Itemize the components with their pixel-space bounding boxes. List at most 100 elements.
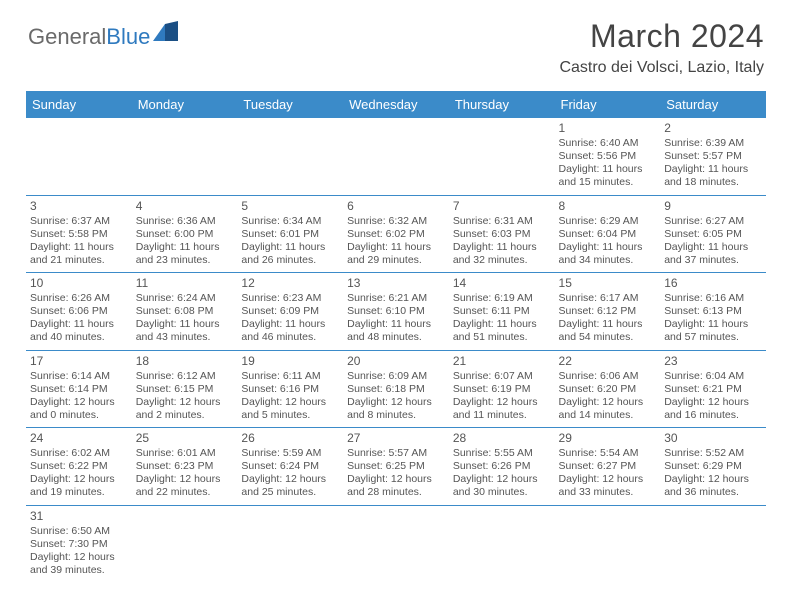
calendar-cell xyxy=(555,505,661,582)
calendar-cell xyxy=(343,505,449,582)
day-info: Sunrise: 6:31 AMSunset: 6:03 PMDaylight:… xyxy=(453,215,551,268)
calendar-cell: 17Sunrise: 6:14 AMSunset: 6:14 PMDayligh… xyxy=(26,350,132,428)
logo-mark-icon xyxy=(153,21,179,46)
calendar-cell: 12Sunrise: 6:23 AMSunset: 6:09 PMDayligh… xyxy=(237,273,343,351)
calendar-cell xyxy=(132,118,238,195)
day-number: 25 xyxy=(136,431,234,446)
calendar-cell xyxy=(237,118,343,195)
calendar-cell: 8Sunrise: 6:29 AMSunset: 6:04 PMDaylight… xyxy=(555,195,661,273)
day-number: 16 xyxy=(664,276,762,291)
calendar-cell: 23Sunrise: 6:04 AMSunset: 6:21 PMDayligh… xyxy=(660,350,766,428)
day-info: Sunrise: 5:54 AMSunset: 6:27 PMDaylight:… xyxy=(559,447,657,500)
day-number: 30 xyxy=(664,431,762,446)
day-number: 18 xyxy=(136,354,234,369)
day-number: 23 xyxy=(664,354,762,369)
day-number: 8 xyxy=(559,199,657,214)
day-info: Sunrise: 6:04 AMSunset: 6:21 PMDaylight:… xyxy=(664,370,762,423)
day-info: Sunrise: 5:52 AMSunset: 6:29 PMDaylight:… xyxy=(664,447,762,500)
day-info: Sunrise: 6:16 AMSunset: 6:13 PMDaylight:… xyxy=(664,292,762,345)
day-info: Sunrise: 6:26 AMSunset: 6:06 PMDaylight:… xyxy=(30,292,128,345)
day-number: 29 xyxy=(559,431,657,446)
weekday-header: Saturday xyxy=(660,91,766,118)
day-info: Sunrise: 6:06 AMSunset: 6:20 PMDaylight:… xyxy=(559,370,657,423)
calendar-cell: 29Sunrise: 5:54 AMSunset: 6:27 PMDayligh… xyxy=(555,428,661,506)
day-info: Sunrise: 6:23 AMSunset: 6:09 PMDaylight:… xyxy=(241,292,339,345)
day-number: 13 xyxy=(347,276,445,291)
location: Castro dei Volsci, Lazio, Italy xyxy=(559,59,764,77)
day-number: 11 xyxy=(136,276,234,291)
day-number: 9 xyxy=(664,199,762,214)
weekday-header: Friday xyxy=(555,91,661,118)
day-number: 27 xyxy=(347,431,445,446)
day-number: 15 xyxy=(559,276,657,291)
weekday-header: Wednesday xyxy=(343,91,449,118)
calendar-cell: 6Sunrise: 6:32 AMSunset: 6:02 PMDaylight… xyxy=(343,195,449,273)
day-info: Sunrise: 6:09 AMSunset: 6:18 PMDaylight:… xyxy=(347,370,445,423)
calendar-cell xyxy=(449,505,555,582)
calendar-cell: 20Sunrise: 6:09 AMSunset: 6:18 PMDayligh… xyxy=(343,350,449,428)
weekday-header: Monday xyxy=(132,91,238,118)
day-info: Sunrise: 6:11 AMSunset: 6:16 PMDaylight:… xyxy=(241,370,339,423)
day-number: 6 xyxy=(347,199,445,214)
day-info: Sunrise: 6:19 AMSunset: 6:11 PMDaylight:… xyxy=(453,292,551,345)
day-number: 24 xyxy=(30,431,128,446)
calendar-cell: 7Sunrise: 6:31 AMSunset: 6:03 PMDaylight… xyxy=(449,195,555,273)
day-info: Sunrise: 6:24 AMSunset: 6:08 PMDaylight:… xyxy=(136,292,234,345)
day-number: 26 xyxy=(241,431,339,446)
calendar-cell: 14Sunrise: 6:19 AMSunset: 6:11 PMDayligh… xyxy=(449,273,555,351)
calendar-cell: 15Sunrise: 6:17 AMSunset: 6:12 PMDayligh… xyxy=(555,273,661,351)
day-info: Sunrise: 6:50 AMSunset: 7:30 PMDaylight:… xyxy=(30,525,128,578)
calendar-header-row: SundayMondayTuesdayWednesdayThursdayFrid… xyxy=(26,91,766,118)
day-info: Sunrise: 6:21 AMSunset: 6:10 PMDaylight:… xyxy=(347,292,445,345)
calendar-cell xyxy=(660,505,766,582)
calendar-cell: 16Sunrise: 6:16 AMSunset: 6:13 PMDayligh… xyxy=(660,273,766,351)
day-info: Sunrise: 6:12 AMSunset: 6:15 PMDaylight:… xyxy=(136,370,234,423)
calendar-cell: 28Sunrise: 5:55 AMSunset: 6:26 PMDayligh… xyxy=(449,428,555,506)
day-info: Sunrise: 6:39 AMSunset: 5:57 PMDaylight:… xyxy=(664,137,762,190)
calendar-cell: 10Sunrise: 6:26 AMSunset: 6:06 PMDayligh… xyxy=(26,273,132,351)
day-info: Sunrise: 5:55 AMSunset: 6:26 PMDaylight:… xyxy=(453,447,551,500)
day-number: 17 xyxy=(30,354,128,369)
day-info: Sunrise: 6:02 AMSunset: 6:22 PMDaylight:… xyxy=(30,447,128,500)
calendar-cell: 18Sunrise: 6:12 AMSunset: 6:15 PMDayligh… xyxy=(132,350,238,428)
calendar-cell: 11Sunrise: 6:24 AMSunset: 6:08 PMDayligh… xyxy=(132,273,238,351)
calendar-body: 1Sunrise: 6:40 AMSunset: 5:56 PMDaylight… xyxy=(26,118,766,582)
day-number: 5 xyxy=(241,199,339,214)
day-number: 2 xyxy=(664,121,762,136)
calendar-cell xyxy=(343,118,449,195)
weekday-header: Thursday xyxy=(449,91,555,118)
logo-part1: General xyxy=(28,24,106,49)
day-info: Sunrise: 6:40 AMSunset: 5:56 PMDaylight:… xyxy=(559,137,657,190)
calendar-cell: 30Sunrise: 5:52 AMSunset: 6:29 PMDayligh… xyxy=(660,428,766,506)
logo: GeneralBlue xyxy=(28,24,179,50)
calendar-cell xyxy=(26,118,132,195)
calendar-cell xyxy=(237,505,343,582)
day-info: Sunrise: 6:36 AMSunset: 6:00 PMDaylight:… xyxy=(136,215,234,268)
calendar-cell: 4Sunrise: 6:36 AMSunset: 6:00 PMDaylight… xyxy=(132,195,238,273)
calendar-cell: 21Sunrise: 6:07 AMSunset: 6:19 PMDayligh… xyxy=(449,350,555,428)
calendar-cell: 3Sunrise: 6:37 AMSunset: 5:58 PMDaylight… xyxy=(26,195,132,273)
day-info: Sunrise: 6:37 AMSunset: 5:58 PMDaylight:… xyxy=(30,215,128,268)
day-number: 1 xyxy=(559,121,657,136)
day-info: Sunrise: 5:59 AMSunset: 6:24 PMDaylight:… xyxy=(241,447,339,500)
month-title: March 2024 xyxy=(559,18,764,55)
day-number: 31 xyxy=(30,509,128,524)
day-info: Sunrise: 6:17 AMSunset: 6:12 PMDaylight:… xyxy=(559,292,657,345)
day-number: 12 xyxy=(241,276,339,291)
logo-text: GeneralBlue xyxy=(28,24,150,50)
weekday-header: Tuesday xyxy=(237,91,343,118)
day-info: Sunrise: 6:32 AMSunset: 6:02 PMDaylight:… xyxy=(347,215,445,268)
calendar-cell: 25Sunrise: 6:01 AMSunset: 6:23 PMDayligh… xyxy=(132,428,238,506)
calendar-table: SundayMondayTuesdayWednesdayThursdayFrid… xyxy=(26,91,766,582)
calendar-cell: 19Sunrise: 6:11 AMSunset: 6:16 PMDayligh… xyxy=(237,350,343,428)
day-number: 20 xyxy=(347,354,445,369)
day-number: 28 xyxy=(453,431,551,446)
day-info: Sunrise: 6:14 AMSunset: 6:14 PMDaylight:… xyxy=(30,370,128,423)
logo-part2: Blue xyxy=(106,24,150,49)
day-number: 14 xyxy=(453,276,551,291)
calendar-cell: 27Sunrise: 5:57 AMSunset: 6:25 PMDayligh… xyxy=(343,428,449,506)
day-number: 7 xyxy=(453,199,551,214)
calendar-cell: 2Sunrise: 6:39 AMSunset: 5:57 PMDaylight… xyxy=(660,118,766,195)
day-info: Sunrise: 6:01 AMSunset: 6:23 PMDaylight:… xyxy=(136,447,234,500)
calendar-cell: 5Sunrise: 6:34 AMSunset: 6:01 PMDaylight… xyxy=(237,195,343,273)
